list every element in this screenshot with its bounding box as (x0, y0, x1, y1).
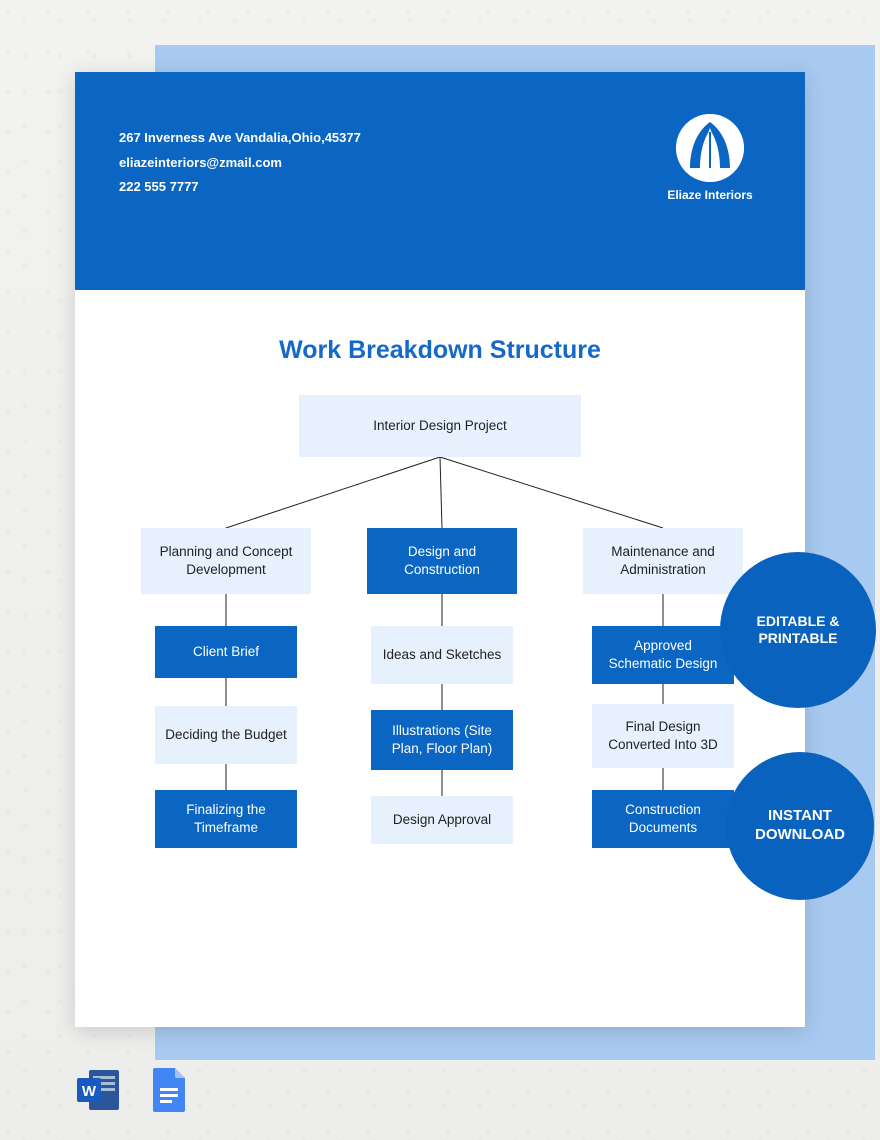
wbs-node: Ideas and Sketches (371, 626, 513, 684)
gdocs-icon (145, 1066, 193, 1114)
wbs-node: Planning and Concept Development (141, 528, 311, 594)
wbs-node: Approved Schematic Design (592, 626, 734, 684)
page-title: Work Breakdown Structure (75, 336, 805, 365)
svg-text:W: W (82, 1083, 97, 1100)
promo-badge: EDITABLE &PRINTABLE (720, 552, 876, 708)
wbs-node: Design Approval (371, 796, 513, 844)
format-icons-row: W (75, 1066, 193, 1114)
logo-icon (676, 114, 744, 182)
wbs-node: Illustrations (Site Plan, Floor Plan) (371, 710, 513, 770)
wbs-node: Client Brief (155, 626, 297, 678)
company-logo: Eliaze Interiors (655, 114, 765, 202)
wbs-node: Deciding the Budget (155, 706, 297, 764)
company-name: Eliaze Interiors (655, 188, 765, 202)
wbs-node: Interior Design Project (299, 395, 581, 457)
wbs-chart: Interior Design Project Planning and Conc… (75, 395, 805, 955)
letterhead-header: 267 Inverness Ave Vandalia,Ohio,45377 el… (75, 72, 805, 290)
wbs-node: Construction Documents (592, 790, 734, 848)
promo-badge: INSTANTDOWNLOAD (726, 752, 874, 900)
wbs-node: Finalizing the Timeframe (155, 790, 297, 848)
word-icon: W (75, 1066, 123, 1114)
wbs-node: Final Design Converted Into 3D (592, 704, 734, 768)
wbs-node: Maintenance and Administration (583, 528, 743, 594)
wbs-node: Design and Construction (367, 528, 517, 594)
document-page: 267 Inverness Ave Vandalia,Ohio,45377 el… (75, 72, 805, 1027)
